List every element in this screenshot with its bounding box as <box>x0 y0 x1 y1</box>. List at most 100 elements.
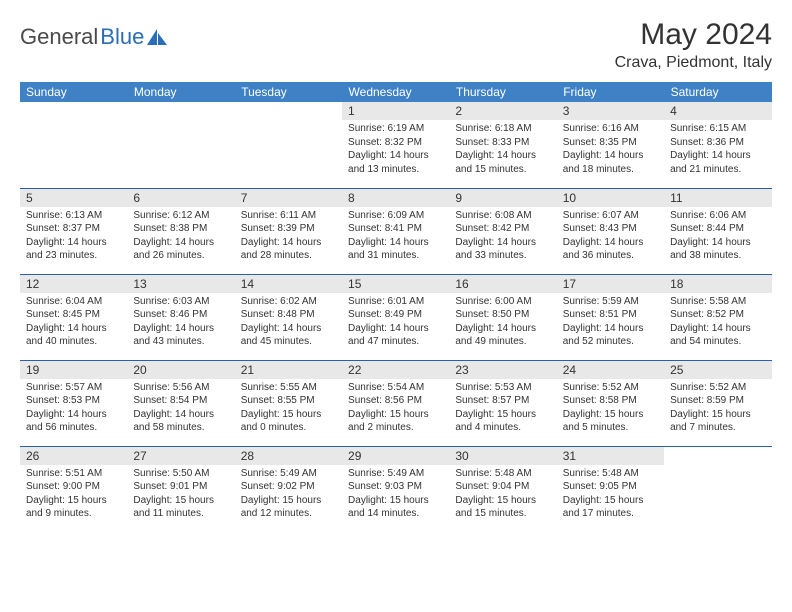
sunrise-line: Sunrise: 6:19 AM <box>348 122 443 136</box>
daylight-line: Daylight: 15 hours and 12 minutes. <box>241 494 336 521</box>
calendar-day-cell: 5Sunrise: 6:13 AMSunset: 8:37 PMDaylight… <box>20 188 127 274</box>
calendar-day-cell: 29Sunrise: 5:49 AMSunset: 9:03 PMDayligh… <box>342 446 449 532</box>
daylight-line: Daylight: 15 hours and 7 minutes. <box>670 408 765 435</box>
daylight-line: Daylight: 14 hours and 43 minutes. <box>133 322 228 349</box>
page-header: GeneralBlue May 2024 Crava, Piedmont, It… <box>20 18 772 72</box>
day-number: 1 <box>342 102 449 120</box>
sunrise-line: Sunrise: 5:57 AM <box>26 381 121 395</box>
calendar-day-cell: 25Sunrise: 5:52 AMSunset: 8:59 PMDayligh… <box>664 360 771 446</box>
sunset-line: Sunset: 8:45 PM <box>26 308 121 322</box>
sunset-line: Sunset: 8:48 PM <box>241 308 336 322</box>
location-label: Crava, Piedmont, Italy <box>615 54 772 72</box>
calendar-day-cell: 23Sunrise: 5:53 AMSunset: 8:57 PMDayligh… <box>449 360 556 446</box>
calendar-day-cell: 10Sunrise: 6:07 AMSunset: 8:43 PMDayligh… <box>557 188 664 274</box>
logo-text-general: General <box>20 24 98 50</box>
day-details: Sunrise: 6:18 AMSunset: 8:33 PMDaylight:… <box>449 120 556 178</box>
day-details: Sunrise: 6:06 AMSunset: 8:44 PMDaylight:… <box>664 207 771 265</box>
calendar-day-cell <box>20 102 127 188</box>
day-details: Sunrise: 5:57 AMSunset: 8:53 PMDaylight:… <box>20 379 127 437</box>
daylight-line: Daylight: 15 hours and 0 minutes. <box>241 408 336 435</box>
day-number: 30 <box>449 447 556 465</box>
sunrise-line: Sunrise: 5:54 AM <box>348 381 443 395</box>
day-details: Sunrise: 5:52 AMSunset: 8:59 PMDaylight:… <box>664 379 771 437</box>
daylight-line: Daylight: 14 hours and 23 minutes. <box>26 236 121 263</box>
daylight-line: Daylight: 15 hours and 14 minutes. <box>348 494 443 521</box>
day-details: Sunrise: 6:15 AMSunset: 8:36 PMDaylight:… <box>664 120 771 178</box>
day-number: 14 <box>235 275 342 293</box>
sunrise-line: Sunrise: 5:49 AM <box>241 467 336 481</box>
calendar-day-cell: 2Sunrise: 6:18 AMSunset: 8:33 PMDaylight… <box>449 102 556 188</box>
daylight-line: Daylight: 14 hours and 40 minutes. <box>26 322 121 349</box>
day-details: Sunrise: 6:02 AMSunset: 8:48 PMDaylight:… <box>235 293 342 351</box>
sunset-line: Sunset: 8:35 PM <box>563 136 658 150</box>
calendar-week-row: 26Sunrise: 5:51 AMSunset: 9:00 PMDayligh… <box>20 446 772 532</box>
calendar-day-cell: 22Sunrise: 5:54 AMSunset: 8:56 PMDayligh… <box>342 360 449 446</box>
sunrise-line: Sunrise: 6:16 AM <box>563 122 658 136</box>
sunrise-line: Sunrise: 5:50 AM <box>133 467 228 481</box>
day-number: 24 <box>557 361 664 379</box>
day-details: Sunrise: 6:07 AMSunset: 8:43 PMDaylight:… <box>557 207 664 265</box>
day-number: 9 <box>449 189 556 207</box>
day-number: 11 <box>664 189 771 207</box>
sunset-line: Sunset: 9:01 PM <box>133 480 228 494</box>
calendar-table: Sunday Monday Tuesday Wednesday Thursday… <box>20 82 772 532</box>
sunset-line: Sunset: 8:46 PM <box>133 308 228 322</box>
day-number: 21 <box>235 361 342 379</box>
calendar-day-cell: 20Sunrise: 5:56 AMSunset: 8:54 PMDayligh… <box>127 360 234 446</box>
day-details: Sunrise: 6:19 AMSunset: 8:32 PMDaylight:… <box>342 120 449 178</box>
sunset-line: Sunset: 8:44 PM <box>670 222 765 236</box>
sunset-line: Sunset: 8:38 PM <box>133 222 228 236</box>
sunrise-line: Sunrise: 6:02 AM <box>241 295 336 309</box>
day-details: Sunrise: 5:55 AMSunset: 8:55 PMDaylight:… <box>235 379 342 437</box>
sunset-line: Sunset: 8:50 PM <box>455 308 550 322</box>
day-number: 19 <box>20 361 127 379</box>
day-number: 7 <box>235 189 342 207</box>
calendar-day-cell: 14Sunrise: 6:02 AMSunset: 8:48 PMDayligh… <box>235 274 342 360</box>
day-details: Sunrise: 5:53 AMSunset: 8:57 PMDaylight:… <box>449 379 556 437</box>
calendar-week-row: 19Sunrise: 5:57 AMSunset: 8:53 PMDayligh… <box>20 360 772 446</box>
calendar-day-cell: 24Sunrise: 5:52 AMSunset: 8:58 PMDayligh… <box>557 360 664 446</box>
calendar-day-cell: 11Sunrise: 6:06 AMSunset: 8:44 PMDayligh… <box>664 188 771 274</box>
day-details: Sunrise: 6:11 AMSunset: 8:39 PMDaylight:… <box>235 207 342 265</box>
daylight-line: Daylight: 14 hours and 26 minutes. <box>133 236 228 263</box>
sunset-line: Sunset: 8:52 PM <box>670 308 765 322</box>
daylight-line: Daylight: 14 hours and 45 minutes. <box>241 322 336 349</box>
calendar-day-cell: 31Sunrise: 5:48 AMSunset: 9:05 PMDayligh… <box>557 446 664 532</box>
logo-text-blue: Blue <box>100 24 144 50</box>
sunrise-line: Sunrise: 6:07 AM <box>563 209 658 223</box>
calendar-day-cell: 18Sunrise: 5:58 AMSunset: 8:52 PMDayligh… <box>664 274 771 360</box>
month-title: May 2024 <box>615 18 772 52</box>
day-number: 26 <box>20 447 127 465</box>
daylight-line: Daylight: 14 hours and 38 minutes. <box>670 236 765 263</box>
day-details: Sunrise: 6:08 AMSunset: 8:42 PMDaylight:… <box>449 207 556 265</box>
day-details: Sunrise: 5:52 AMSunset: 8:58 PMDaylight:… <box>557 379 664 437</box>
sunrise-line: Sunrise: 6:00 AM <box>455 295 550 309</box>
day-details: Sunrise: 6:16 AMSunset: 8:35 PMDaylight:… <box>557 120 664 178</box>
weekday-friday: Friday <box>557 82 664 102</box>
day-number: 25 <box>664 361 771 379</box>
day-details: Sunrise: 6:09 AMSunset: 8:41 PMDaylight:… <box>342 207 449 265</box>
sunrise-line: Sunrise: 6:13 AM <box>26 209 121 223</box>
calendar-week-row: 12Sunrise: 6:04 AMSunset: 8:45 PMDayligh… <box>20 274 772 360</box>
daylight-line: Daylight: 14 hours and 36 minutes. <box>563 236 658 263</box>
day-number: 16 <box>449 275 556 293</box>
day-number: 22 <box>342 361 449 379</box>
sunrise-line: Sunrise: 5:51 AM <box>26 467 121 481</box>
calendar-day-cell <box>664 446 771 532</box>
sunrise-line: Sunrise: 5:52 AM <box>670 381 765 395</box>
day-number: 27 <box>127 447 234 465</box>
day-number: 5 <box>20 189 127 207</box>
sunset-line: Sunset: 9:04 PM <box>455 480 550 494</box>
weekday-thursday: Thursday <box>449 82 556 102</box>
calendar-day-cell: 16Sunrise: 6:00 AMSunset: 8:50 PMDayligh… <box>449 274 556 360</box>
day-details: Sunrise: 5:54 AMSunset: 8:56 PMDaylight:… <box>342 379 449 437</box>
day-details: Sunrise: 5:48 AMSunset: 9:05 PMDaylight:… <box>557 465 664 523</box>
day-number: 17 <box>557 275 664 293</box>
calendar-week-row: 1Sunrise: 6:19 AMSunset: 8:32 PMDaylight… <box>20 102 772 188</box>
day-number: 31 <box>557 447 664 465</box>
sunset-line: Sunset: 8:43 PM <box>563 222 658 236</box>
daylight-line: Daylight: 14 hours and 13 minutes. <box>348 149 443 176</box>
sunset-line: Sunset: 8:56 PM <box>348 394 443 408</box>
calendar-day-cell: 6Sunrise: 6:12 AMSunset: 8:38 PMDaylight… <box>127 188 234 274</box>
day-details: Sunrise: 5:56 AMSunset: 8:54 PMDaylight:… <box>127 379 234 437</box>
